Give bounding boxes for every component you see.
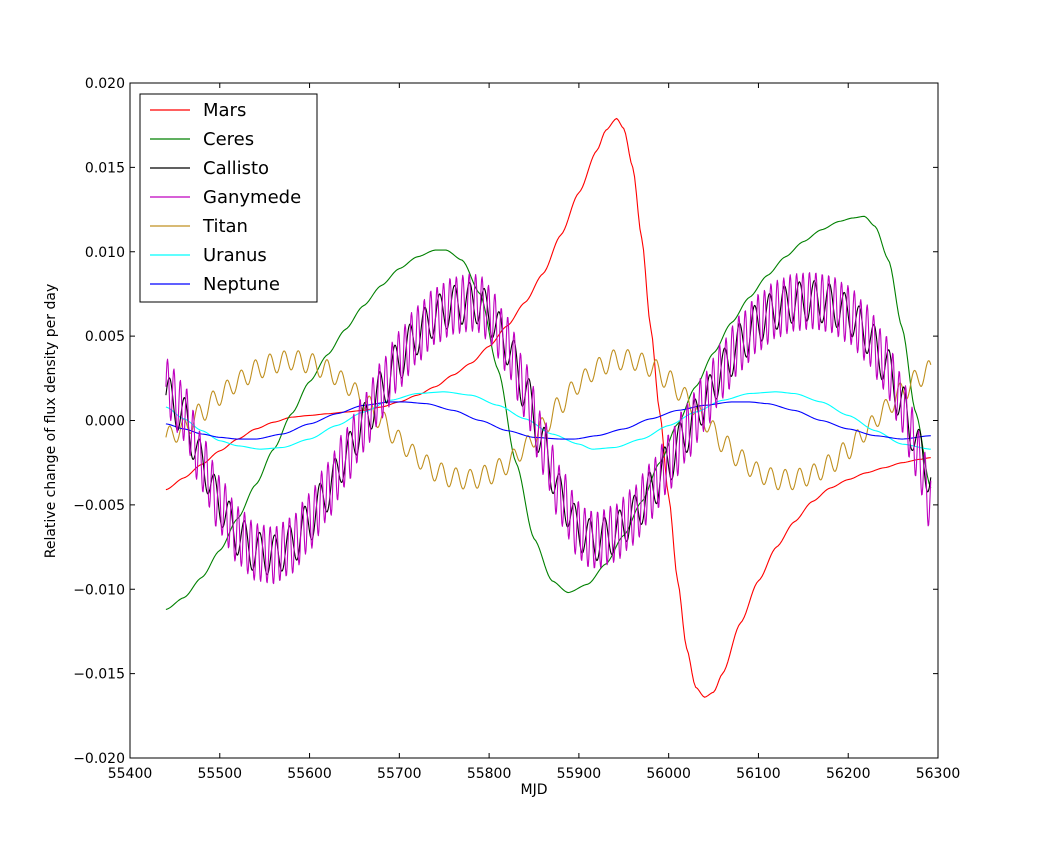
y-tick-label: 0.010 [85, 245, 125, 261]
y-axis-ticks: −0.020 −0.015 −0.010 −0.005 0.000 0.005 0.010 0… [73, 76, 938, 767]
x-tick-label: 56100 [736, 766, 781, 782]
y-tick-label: −0.005 [73, 498, 125, 514]
series-line-ganymede [165, 272, 932, 585]
y-axis-label: Relative change of flux density per day [43, 284, 59, 559]
x-tick-label: 55500 [198, 766, 243, 782]
x-axis-label: MJD [521, 782, 548, 798]
legend: Mars Ceres Callisto Ganymede Titan Uranus Nept… [139, 93, 318, 303]
series-line-callisto [165, 280, 932, 576]
series-line-mars [165, 117, 931, 698]
series-line-neptune [165, 401, 931, 440]
y-tick-label: 0.000 [85, 414, 125, 430]
plot-lines [165, 117, 932, 698]
series-line-titan [165, 349, 932, 491]
legend-box [139, 93, 318, 303]
legend-label-neptune: Neptune [203, 274, 280, 295]
legend-label-titan: Titan [202, 216, 248, 237]
x-tick-label: 55900 [557, 766, 602, 782]
y-tick-label: −0.015 [73, 667, 125, 683]
y-tick-label: 0.005 [85, 329, 125, 345]
series-line-uranus [165, 391, 931, 450]
y-tick-label: 0.020 [85, 76, 125, 92]
legend-label-ganymede: Ganymede [203, 187, 301, 208]
series-line-ceres [165, 215, 932, 611]
y-tick-label: 0.015 [85, 160, 125, 176]
x-tick-label: 56200 [826, 766, 871, 782]
x-tick-label: 56300 [916, 766, 961, 782]
y-tick-label: −0.010 [73, 582, 125, 598]
legend-label-ceres: Ceres [203, 129, 254, 150]
legend-label-callisto: Callisto [203, 158, 269, 179]
x-axis-ticks: 55400 55500 55600 55700 55800 55900 56000 56100… [108, 83, 961, 782]
legend-label-mars: Mars [203, 100, 246, 121]
x-tick-label: 55400 [108, 766, 153, 782]
x-tick-label: 55600 [287, 766, 332, 782]
x-tick-label: 55800 [467, 766, 512, 782]
legend-label-uranus: Uranus [203, 245, 267, 266]
x-tick-label: 56000 [646, 766, 691, 782]
x-tick-label: 55700 [377, 766, 422, 782]
y-tick-label: −0.020 [73, 751, 125, 767]
